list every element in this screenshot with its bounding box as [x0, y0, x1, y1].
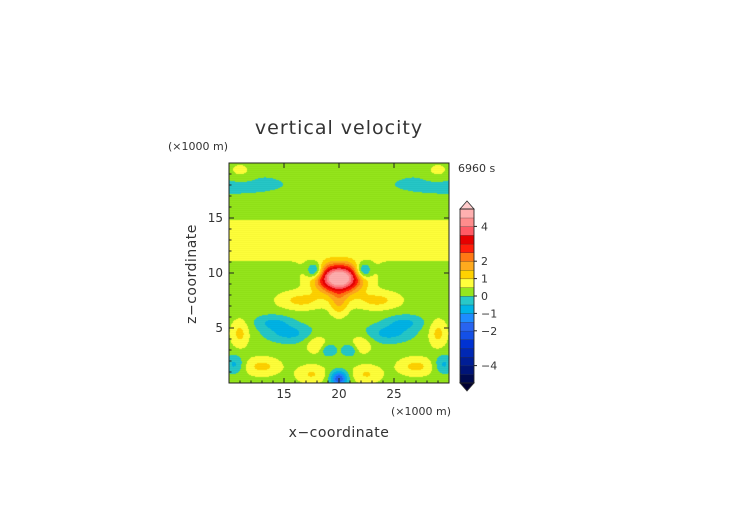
colorbar-min-arrow — [459, 382, 475, 392]
time-label: 6960 s — [458, 162, 495, 175]
colorbar-swatch — [459, 261, 475, 271]
x-axis-ticks: 15 20 25 — [239, 163, 439, 401]
colorbar-swatch — [459, 339, 475, 349]
x-tick-label: 20 — [331, 387, 346, 401]
y-axis-ticks: 5 10 15 — [208, 173, 449, 373]
x-unit-label: (×1000 m) — [391, 405, 451, 418]
colorbar-tick-label: 2 — [481, 255, 488, 268]
colorbar-tick-label: 4 — [481, 220, 488, 233]
colorbar-swatch — [459, 374, 475, 384]
colorbar-swatch — [459, 304, 475, 314]
plot-area — [228, 162, 450, 384]
y-unit-label: (×1000 m) — [168, 140, 228, 153]
x-tick-label: 25 — [386, 387, 401, 401]
colorbar-swatch — [459, 234, 475, 245]
y-tick-label: 10 — [208, 266, 223, 280]
y-tick-label: 15 — [208, 211, 223, 225]
colorbar-tick-label: −4 — [481, 360, 497, 373]
y-tick-label: 5 — [215, 321, 223, 335]
colorbar-tick-label: 0 — [481, 290, 488, 303]
colorbar-swatch — [459, 287, 475, 297]
colorbar-swatch — [459, 252, 475, 262]
colorbar-tick-label: −1 — [481, 307, 497, 320]
chart-title: vertical velocity — [255, 117, 423, 139]
colorbar-swatch — [459, 208, 475, 219]
colorbar-swatch — [459, 356, 475, 367]
colorbar-tick-label: 1 — [481, 273, 488, 286]
x-axis-label: x−coordinate — [289, 425, 390, 441]
colorbar-swatch — [459, 226, 475, 236]
colorbar-swatch — [459, 243, 475, 253]
colorbar-swatch — [459, 313, 475, 323]
colorbar-swatch — [459, 217, 475, 227]
colorbar-swatch — [459, 269, 475, 280]
colorbar-swatch — [459, 295, 475, 306]
colorbar-swatch — [459, 321, 475, 332]
colorbar-swatch — [459, 365, 475, 375]
y-axis-label: z−coordinate — [184, 224, 200, 324]
colorbar: 4 2 1 0 −1 −2 −4 — [459, 200, 497, 392]
colorbar-swatch — [459, 278, 475, 288]
colorbar-max-arrow — [459, 200, 475, 210]
colorbar-swatch — [459, 330, 475, 340]
colorbar-swatch — [459, 348, 475, 358]
x-tick-label: 15 — [276, 387, 291, 401]
colorbar-tick-label: −2 — [481, 325, 497, 338]
velocity-field — [229, 163, 449, 383]
